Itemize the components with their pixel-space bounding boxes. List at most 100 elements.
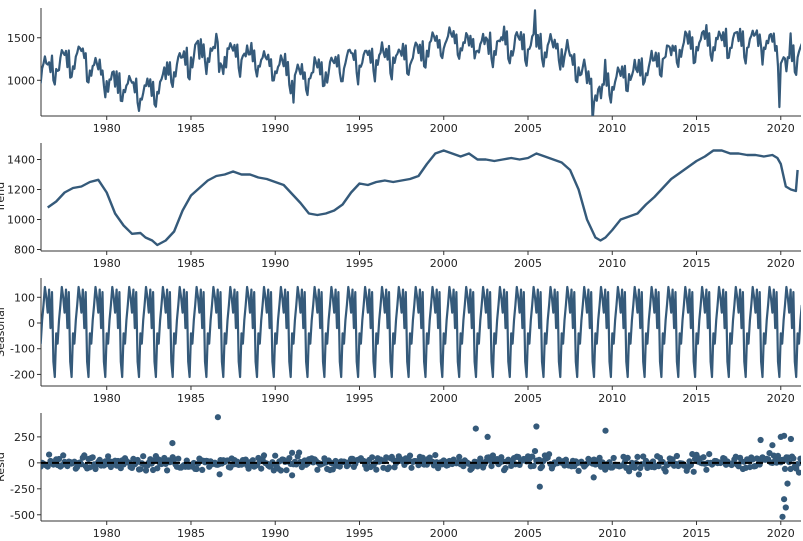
resid-point: [46, 451, 53, 458]
y-tick-label: 1000: [7, 214, 35, 227]
resid-point: [44, 463, 51, 470]
resid-point: [530, 462, 537, 469]
resid-point: [456, 453, 463, 460]
resid-point: [798, 459, 801, 466]
resid-point: [536, 483, 543, 490]
x-tick-label: 2010: [598, 392, 626, 405]
resid-point: [432, 452, 439, 459]
resid-point: [631, 464, 638, 471]
resid-point: [329, 466, 336, 473]
x-tick-label: 1980: [93, 122, 121, 135]
resid-point: [781, 496, 788, 503]
x-tick-label: 1985: [177, 527, 205, 540]
resid-point: [260, 452, 268, 459]
x-tick-label: 2015: [683, 122, 711, 135]
resid-point: [164, 467, 171, 474]
resid-point: [669, 456, 676, 463]
resid-point: [142, 467, 150, 474]
x-tick-label: 2000: [430, 392, 458, 405]
resid-point: [781, 432, 788, 439]
resid-point: [787, 435, 795, 443]
x-tick-label: 2010: [598, 122, 626, 135]
x-tick-label: 2005: [514, 257, 542, 270]
x-tick-label: 2010: [598, 257, 626, 270]
observed-panel: 1980 1985 1990 1995 2000 2005 2010 2015 2020 1000…: [7, 8, 801, 135]
resid-point: [277, 467, 284, 474]
resid-point: [214, 414, 221, 421]
resid-point: [336, 463, 343, 470]
y-axis-label: Resid: [0, 452, 7, 482]
observed-series-line: [41, 9, 801, 116]
resid-point: [216, 471, 223, 478]
resid-point: [596, 454, 603, 461]
resid-point: [673, 452, 681, 460]
x-tick-label: 1985: [177, 392, 205, 405]
resid-point: [610, 454, 617, 462]
resid-point: [602, 427, 609, 434]
resid-point: [533, 423, 540, 430]
y-tick-label: 1000: [7, 74, 35, 87]
y-axis-label: Trend: [0, 182, 7, 213]
resid-point: [296, 449, 303, 456]
resid-point: [795, 469, 801, 476]
resid-point: [690, 468, 697, 475]
resid-point: [472, 425, 479, 432]
resid-point: [779, 513, 786, 520]
x-tick-label: 2000: [430, 122, 458, 135]
resid-point: [272, 452, 279, 459]
resid-panel: 1980 1985 1990 1995 2000 2005 2010 2015 2020 -500…: [0, 413, 801, 540]
x-tick-label: 1985: [177, 257, 205, 270]
resid-point: [784, 480, 791, 487]
resid-point: [81, 452, 88, 459]
resid-point: [703, 466, 710, 473]
y-tick-label: -500: [10, 509, 35, 522]
x-tick-label: 1980: [93, 392, 121, 405]
resid-point: [258, 465, 265, 472]
x-tick-label: 2010: [598, 527, 626, 540]
x-tick-label: 2000: [430, 527, 458, 540]
resid-point: [408, 464, 415, 471]
y-tick-label: 1200: [7, 184, 35, 197]
resid-point: [655, 463, 662, 470]
x-tick-label: 1980: [93, 257, 121, 270]
x-tick-label: 1980: [93, 527, 121, 540]
x-tick-label: 2015: [683, 257, 711, 270]
x-tick-label: 1995: [345, 527, 373, 540]
resid-point: [757, 436, 764, 444]
x-tick-label: 2005: [514, 527, 542, 540]
resid-point: [640, 453, 647, 460]
resid-point: [105, 453, 112, 460]
trend-panel: 1980 1985 1990 1995 2000 2005 2010 2015 2020 800 1…: [0, 143, 801, 270]
x-tick-label: 2005: [514, 392, 542, 405]
resid-point: [662, 468, 669, 475]
resid-point: [529, 453, 536, 460]
resid-point: [373, 466, 380, 473]
seasonal-series-line: [41, 285, 801, 379]
resid-point: [289, 472, 296, 479]
x-tick-label: 2020: [767, 122, 795, 135]
y-axis-label: Seasonal: [0, 307, 7, 357]
resid-point: [706, 451, 713, 458]
x-tick-label: 1995: [345, 122, 373, 135]
x-tick-label: 2005: [514, 122, 542, 135]
resid-point: [55, 455, 63, 463]
resid-point: [89, 454, 96, 461]
resid-point: [283, 467, 290, 474]
resid-point: [782, 504, 789, 511]
resid-point: [169, 440, 176, 447]
resid-point: [531, 448, 539, 455]
resid-point: [175, 455, 182, 462]
y-tick-label: -100: [10, 343, 35, 356]
resid-point: [140, 453, 147, 460]
x-tick-label: 2020: [767, 257, 795, 270]
resid-point: [314, 466, 321, 473]
resid-point: [406, 452, 414, 459]
x-tick-label: 2015: [683, 392, 711, 405]
resid-point: [137, 466, 144, 473]
x-tick-label: 1990: [261, 122, 289, 135]
resid-point: [624, 454, 631, 461]
x-tick-label: 2020: [767, 392, 795, 405]
resid-point: [700, 454, 707, 461]
x-tick-label: 1995: [345, 392, 373, 405]
